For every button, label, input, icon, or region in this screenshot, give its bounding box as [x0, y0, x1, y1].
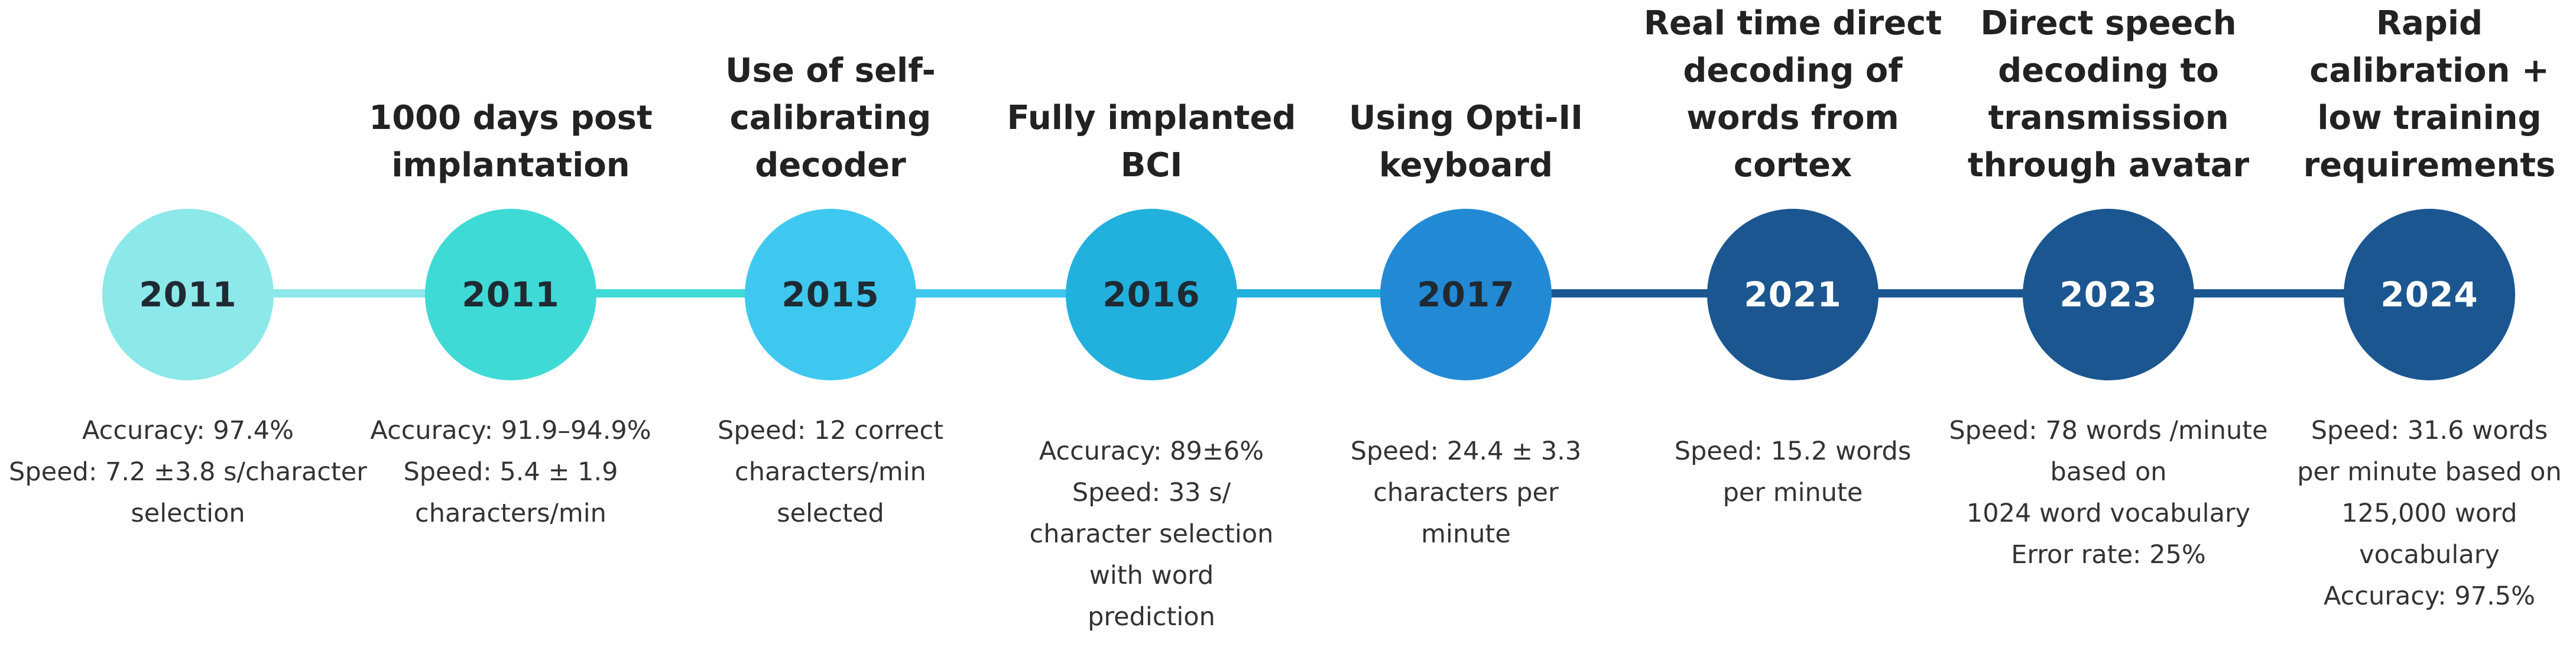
milestone-detail-line: Speed: 78 words /minute — [1949, 416, 2268, 445]
milestone-detail-line: Accuracy: 97.4% — [82, 416, 294, 445]
milestone-details: Speed: 78 words /minute based on 1024 word… — [1925, 410, 2292, 576]
milestone-title: Real time direct decoding of words from cor… — [1604, 0, 1982, 189]
milestone-details: Speed: 31.6 words per minute based on 125,… — [2246, 410, 2576, 617]
year-label: 2011 — [139, 274, 237, 315]
milestone-detail-line: character selection — [1029, 519, 1274, 549]
milestone-detail-line: Speed: 12 correct — [718, 416, 943, 445]
timeline-connector — [593, 289, 748, 298]
year-node: 2015 — [745, 209, 916, 380]
milestone-title-line: calibration + — [2309, 51, 2549, 90]
milestone-details: Speed: 24.4 ± 3.3 characters per minute — [1283, 431, 1649, 555]
milestone-detail-line: Speed: 31.6 words — [2311, 416, 2548, 445]
milestone-title-line: Direct speech — [1980, 4, 2237, 43]
year-node: 2016 — [1066, 209, 1237, 380]
milestone-detail-line: Accuracy: 97.5% — [2324, 581, 2535, 611]
milestone-detail-line: per minute — [1722, 478, 1863, 507]
milestone-detail-line: per minute based on — [2297, 457, 2562, 487]
milestone-detail-line: prediction — [1088, 602, 1215, 632]
milestone-details: Accuracy: 89±6% Speed: 33 s/character sel… — [968, 431, 1335, 638]
year-node: 2024 — [2344, 209, 2515, 380]
timeline-connector — [1875, 289, 2026, 298]
year-node: 2011 — [102, 209, 274, 380]
year-label: 2023 — [2059, 274, 2158, 315]
milestone-title-line: transmission — [1988, 99, 2229, 137]
milestone-title-line: Fully implanted — [1007, 99, 1296, 137]
milestone-title: Fully implanted BCI — [962, 95, 1341, 189]
milestone-detail-line: characters/min — [415, 499, 606, 528]
timeline-connector — [270, 289, 429, 298]
milestone-detail-line: characters per — [1373, 478, 1559, 507]
milestone-title: 1000 days post implantation — [322, 95, 700, 189]
milestone-detail-line: with word — [1089, 561, 1214, 590]
milestone-details: Speed: 12 correct characters/min selected — [647, 410, 1014, 534]
milestone-title-line: implantation — [391, 146, 630, 185]
year-node: 2017 — [1380, 209, 1552, 380]
milestone-title-line: Rapid — [2376, 4, 2483, 43]
milestone-title: Direct speech decoding to transmission thro… — [1919, 0, 2298, 189]
year-label: 2016 — [1102, 274, 1201, 315]
milestone-detail-line: 125,000 word — [2341, 499, 2517, 528]
milestone-title-line: calibrating — [729, 99, 932, 137]
year-node: 2023 — [2023, 209, 2194, 380]
milestone-detail-line: characters/min — [735, 457, 926, 487]
milestone-title-line: through avatar — [1967, 146, 2250, 185]
year-node: 2011 — [425, 209, 596, 380]
milestone-title-line: 1000 days post — [369, 99, 653, 137]
milestone-title: Use of self-calibrating decoder — [641, 47, 1020, 189]
timeline-connector — [913, 289, 1069, 298]
milestone-title-line: requirements — [2303, 146, 2556, 185]
year-label: 2011 — [462, 274, 560, 315]
milestone-title-line: cortex — [1733, 146, 1852, 185]
milestone-title-line: decoding to — [1998, 51, 2219, 90]
milestone-title-line: words from — [1686, 99, 1899, 137]
milestone-title-line: decoding of — [1683, 51, 1903, 90]
milestone-details: Accuracy: 97.4% Speed: 7.2 ±3.8 s/charact… — [5, 410, 371, 534]
milestone-title: Using Opti-II keyboard — [1277, 95, 1655, 189]
milestone-detail-line: selection — [131, 499, 245, 528]
milestone-title-line: BCI — [1120, 146, 1183, 185]
milestone-detail-line: based on — [2050, 457, 2167, 487]
year-label: 2017 — [1417, 274, 1515, 315]
milestone-detail-line: Error rate: 25% — [2011, 540, 2206, 570]
milestone-detail-line: Speed: 5.4 ± 1.9 — [403, 457, 618, 487]
year-label: 2024 — [2380, 274, 2478, 315]
milestone-detail-line: minute — [1421, 519, 1511, 549]
year-label: 2021 — [1744, 274, 1842, 315]
milestone-details: Speed: 15.2 words per minute — [1610, 431, 1976, 513]
milestone-title-line: keyboard — [1378, 146, 1553, 185]
year-node: 2021 — [1707, 209, 1879, 380]
milestone-detail-line: Speed: 24.4 ± 3.3 — [1350, 437, 1582, 466]
timeline-connector — [1548, 289, 1711, 298]
milestone-title-line: Use of self- — [725, 51, 936, 90]
milestone-title-line: decoder — [755, 146, 906, 185]
milestone-detail-line: vocabulary — [2359, 540, 2500, 570]
year-label: 2015 — [781, 274, 880, 315]
milestone-title-line: Using Opti-II — [1348, 99, 1584, 137]
milestone-detail-line: selected — [777, 499, 884, 528]
milestone-detail-line: Speed: 15.2 words — [1674, 437, 1912, 466]
milestone-details: Accuracy: 91.9–94.9% Speed: 5.4 ± 1.9 char… — [327, 410, 694, 534]
milestone-title-line: low training — [2317, 99, 2542, 137]
milestone-title-line: Real time direct — [1643, 4, 1942, 43]
milestone-detail-line: Speed: 7.2 ±3.8 s/character — [9, 457, 367, 487]
timeline-connector — [1234, 289, 1384, 298]
milestone-detail-line: 1024 word vocabulary — [1966, 499, 2251, 528]
milestone-title: Rapid calibration + low training requiremen… — [2240, 0, 2576, 189]
milestone-detail-line: Accuracy: 89±6% — [1039, 437, 1264, 466]
milestone-detail-line: Speed: 33 s/ — [1072, 478, 1231, 507]
milestone-detail-line: Accuracy: 91.9–94.9% — [370, 416, 651, 445]
timeline-connector — [2191, 289, 2347, 298]
